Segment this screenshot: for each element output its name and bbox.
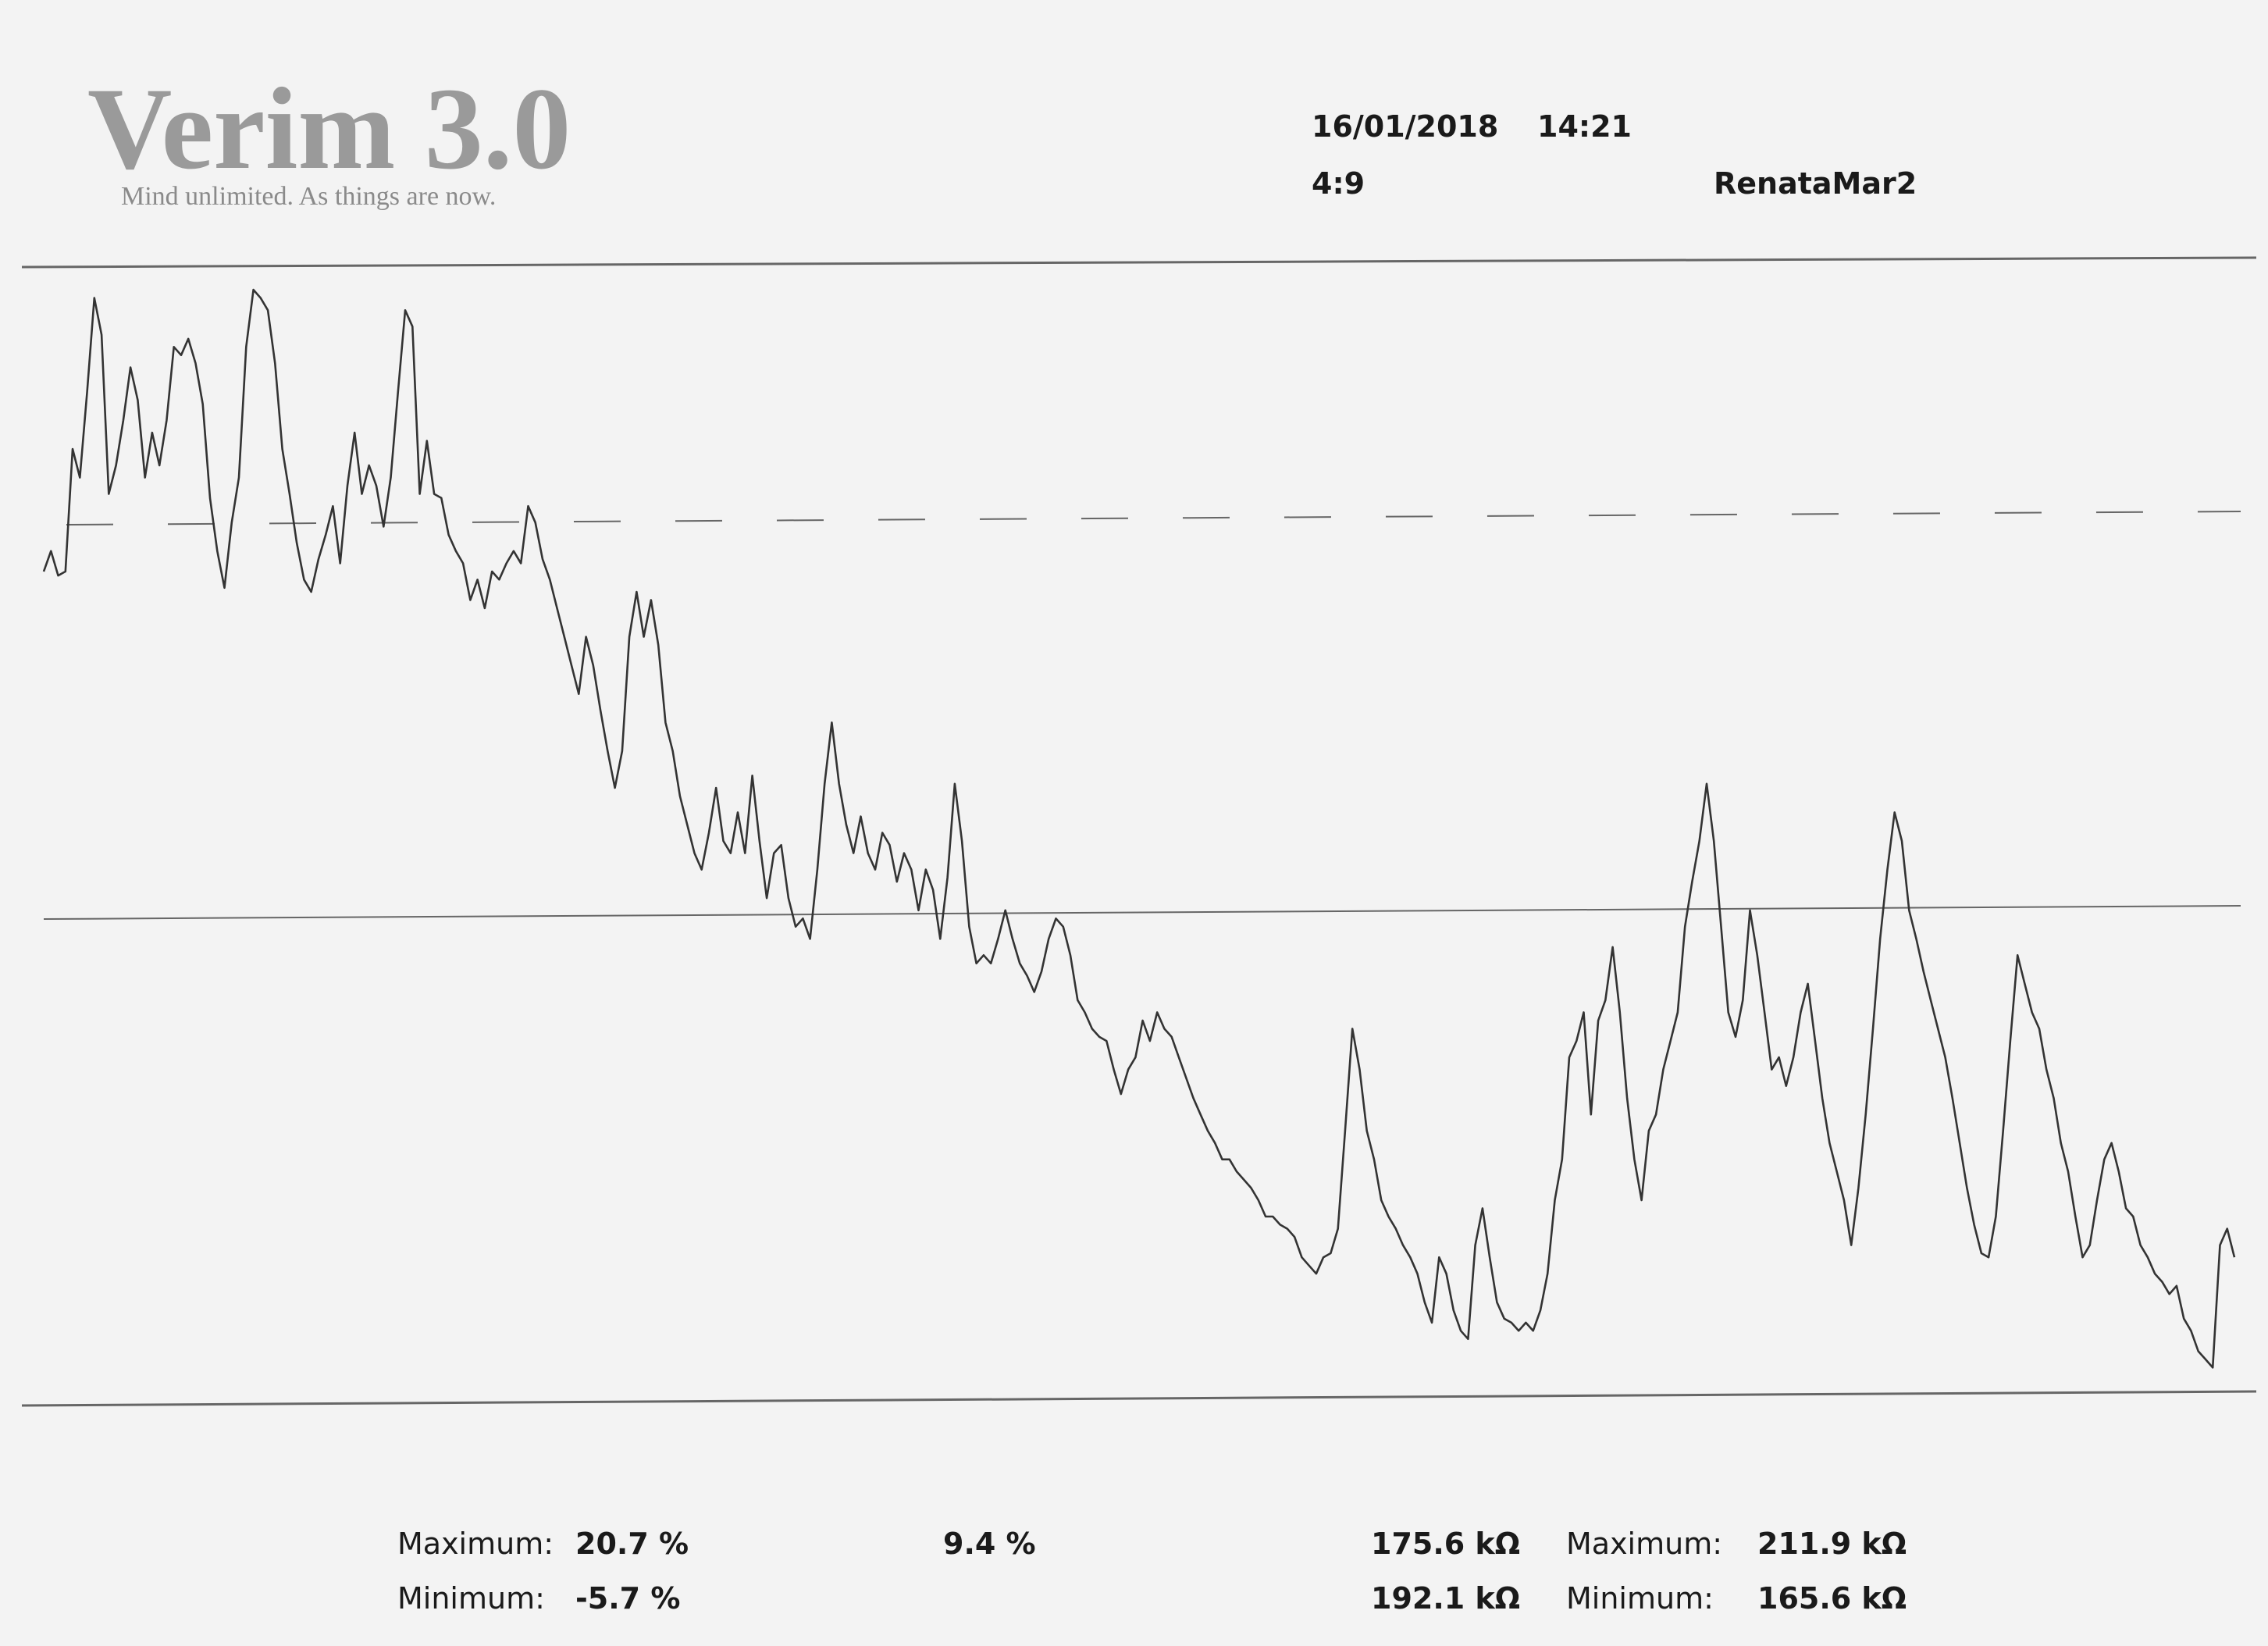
value: -5.7 % xyxy=(575,1581,680,1616)
label: Minimum: xyxy=(1566,1581,1714,1616)
solid-reference xyxy=(43,905,2241,920)
trace-line xyxy=(42,288,2236,1369)
label: Maximum: xyxy=(1566,1527,1722,1561)
value: 20.7 % xyxy=(575,1527,689,1561)
user: RenataMar2 xyxy=(1714,166,1917,201)
header-rule xyxy=(21,256,2257,269)
footer-rule xyxy=(21,1390,2257,1407)
label: Minimum: xyxy=(397,1581,545,1616)
logo: Verim 3.0 xyxy=(87,64,571,194)
value: 211.9 kΩ xyxy=(1757,1527,1907,1561)
value: 165.6 kΩ xyxy=(1757,1581,1907,1616)
date: 16/01/2018 xyxy=(1312,109,1498,144)
ratio: 4:9 xyxy=(1312,166,1365,201)
value: 175.6 kΩ xyxy=(1371,1527,1520,1561)
value: 9.4 % xyxy=(943,1527,1036,1561)
time: 14:21 xyxy=(1537,109,1632,144)
value: 192.1 kΩ xyxy=(1371,1581,1520,1616)
label: Maximum: xyxy=(397,1527,554,1561)
plot xyxy=(42,288,2236,1369)
tagline: Mind unlimited. As things are now. xyxy=(121,182,496,211)
